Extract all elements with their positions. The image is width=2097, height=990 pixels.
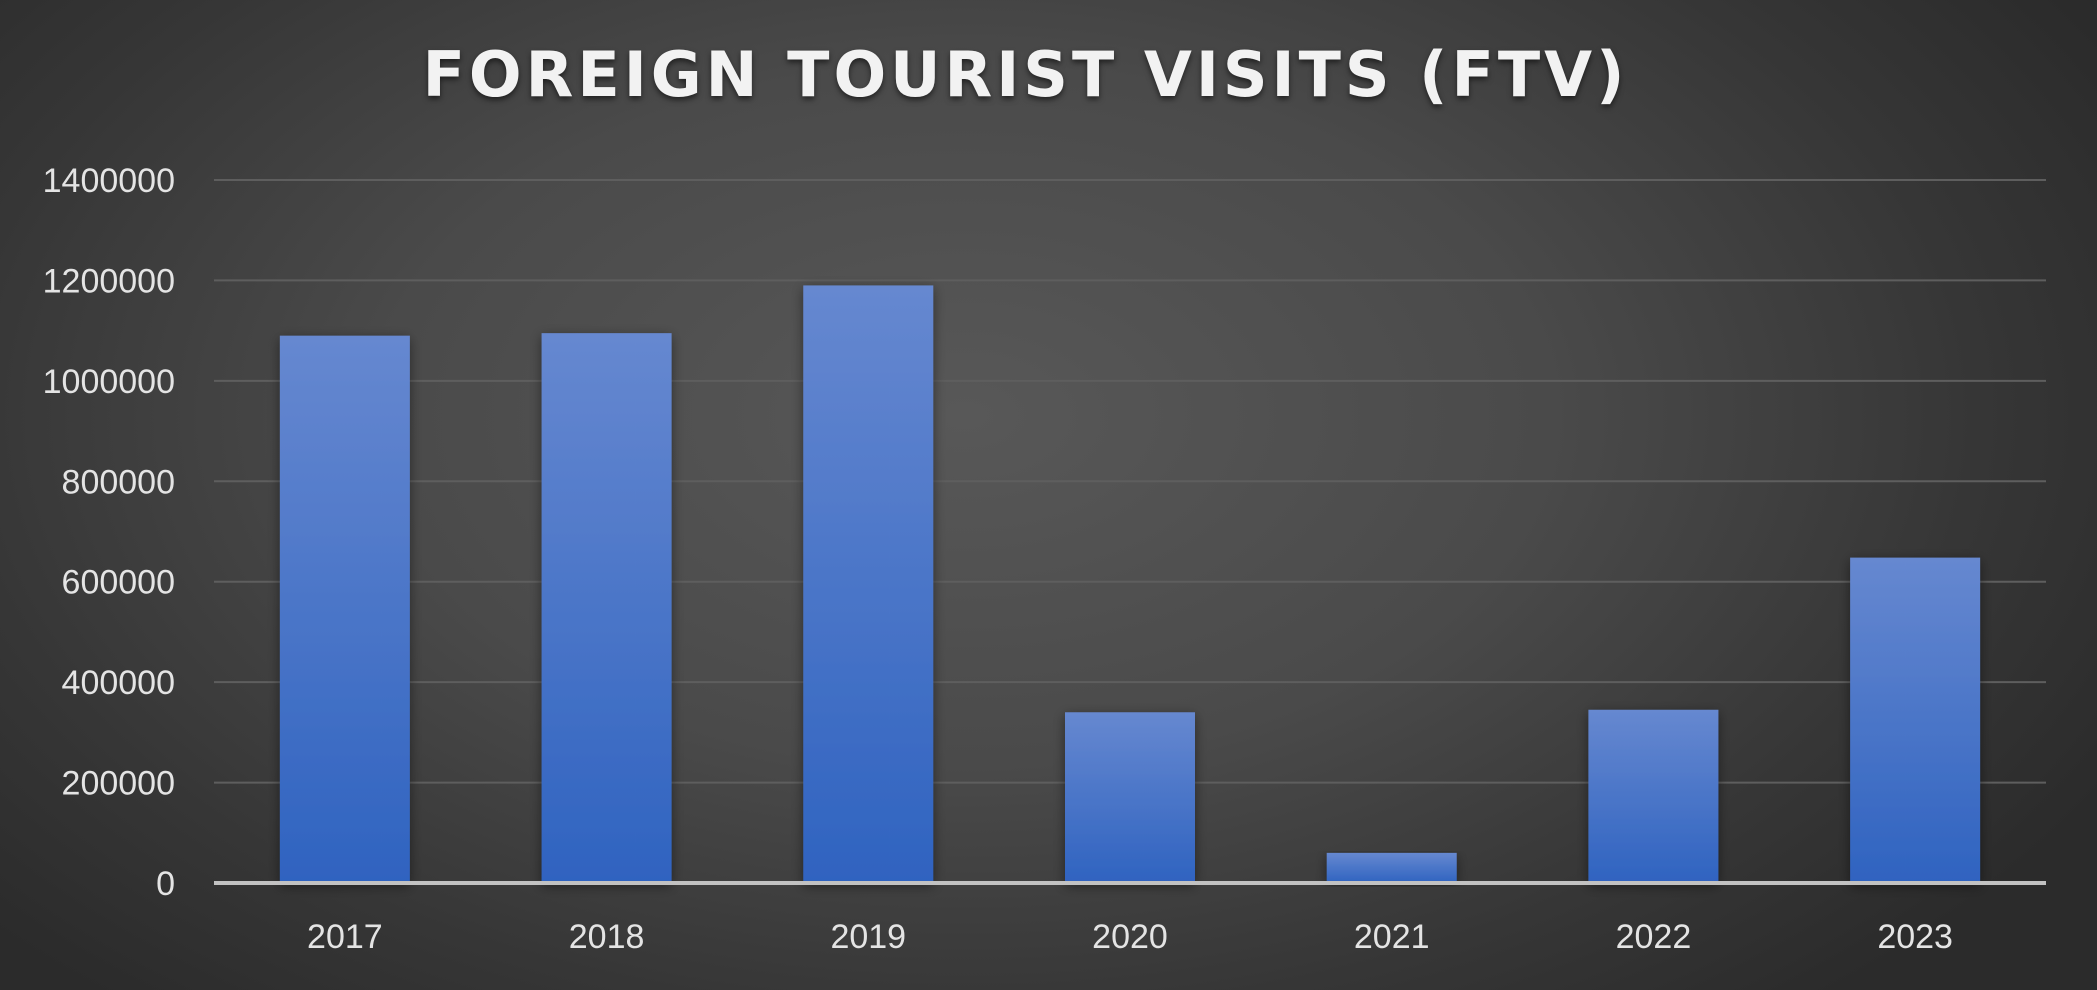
x-tick-label: 2023 <box>1877 918 1953 956</box>
bar-2021 <box>1326 852 1457 883</box>
bar-2023 <box>1850 557 1981 883</box>
y-tick-label: 1000000 <box>43 363 175 401</box>
bar-2019 <box>803 285 934 883</box>
y-tick-label: 1200000 <box>43 262 175 300</box>
x-tick-label: 2017 <box>307 918 383 956</box>
bar-2018 <box>541 333 672 883</box>
x-tick-label: 2018 <box>569 918 645 956</box>
bars <box>279 285 1981 883</box>
y-tick-label: 800000 <box>62 463 175 501</box>
y-tick-label: 400000 <box>62 664 175 702</box>
x-tick-label: 2022 <box>1616 918 1692 956</box>
x-tick-label: 2020 <box>1092 918 1168 956</box>
x-tick-label: 2019 <box>830 918 906 956</box>
bar-2022 <box>1588 709 1719 883</box>
y-tick-label: 200000 <box>62 765 175 803</box>
gridlines <box>214 179 2046 784</box>
x-tick-label: 2021 <box>1354 918 1430 956</box>
y-tick-label: 1400000 <box>43 162 175 200</box>
bar-2020 <box>1065 712 1195 883</box>
bar-2017 <box>279 335 410 883</box>
chart-title: FOREIGN TOURIST VISITS (FTV) <box>422 38 1629 111</box>
y-tick-label: 0 <box>156 865 175 903</box>
y-axis-tick-labels: 0 200000 400000 600000 800000 1000000 1200000 1… <box>43 162 175 903</box>
x-axis-tick-labels: 2017 2018 2019 2020 2021 2022 2023 <box>307 918 1953 956</box>
y-tick-label: 600000 <box>62 564 175 602</box>
